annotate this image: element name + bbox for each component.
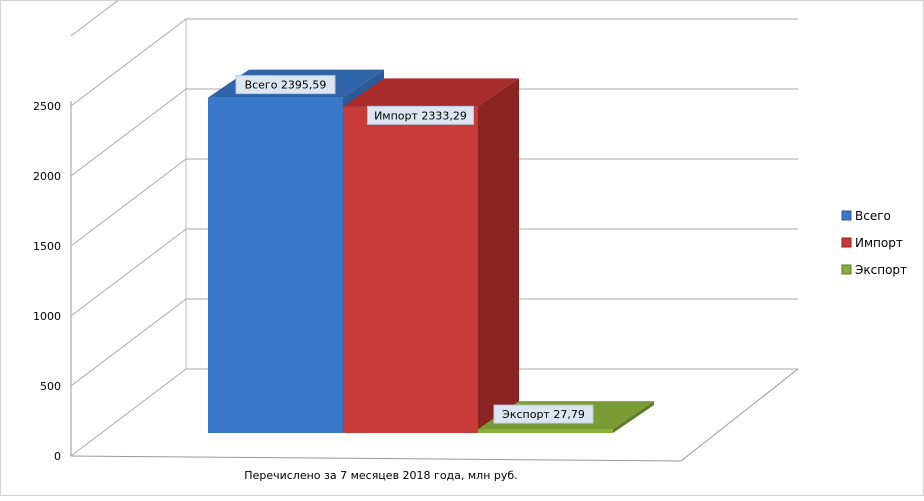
bar-front [343,106,478,433]
y-tick-label: 500 [40,380,61,393]
side-gridline [70,228,187,317]
y-tick-label: 1000 [33,310,61,323]
x-axis-label: Перечислено за 7 месяцев 2018 года, млн … [244,469,517,482]
data-label-box [493,404,594,424]
data-label-box [235,75,336,95]
bar-side [613,401,654,433]
bar-top [343,78,519,107]
legend-label: Экспорт [855,263,907,277]
y-tick-label: 2500 [33,100,61,113]
side-gridline [70,0,120,37]
side-gridline [70,368,187,457]
floor-right-edge [680,368,799,462]
floor-front-edge [70,455,682,462]
legend-swatch [841,210,852,221]
legend-label: Импорт [855,236,903,250]
bar-front [208,97,343,433]
data-label: Экспорт 27,79 [502,408,585,421]
bar-side [478,78,519,433]
bar-front [478,429,613,433]
data-label: Всего 2395,59 [245,79,327,92]
side-gridline [70,18,187,107]
side-gridline [70,88,187,177]
side-gridline [70,298,187,387]
y-tick-label: 1500 [33,240,61,253]
legend-label: Всего [855,209,891,223]
y-tick-label: 2000 [33,170,61,183]
legend-swatch [841,237,852,248]
data-label-box [367,105,474,125]
side-gridline [70,158,187,247]
y-tick-label: 0 [54,450,61,463]
legend-swatch [841,264,852,275]
data-label: Импорт 2333,29 [374,109,467,122]
